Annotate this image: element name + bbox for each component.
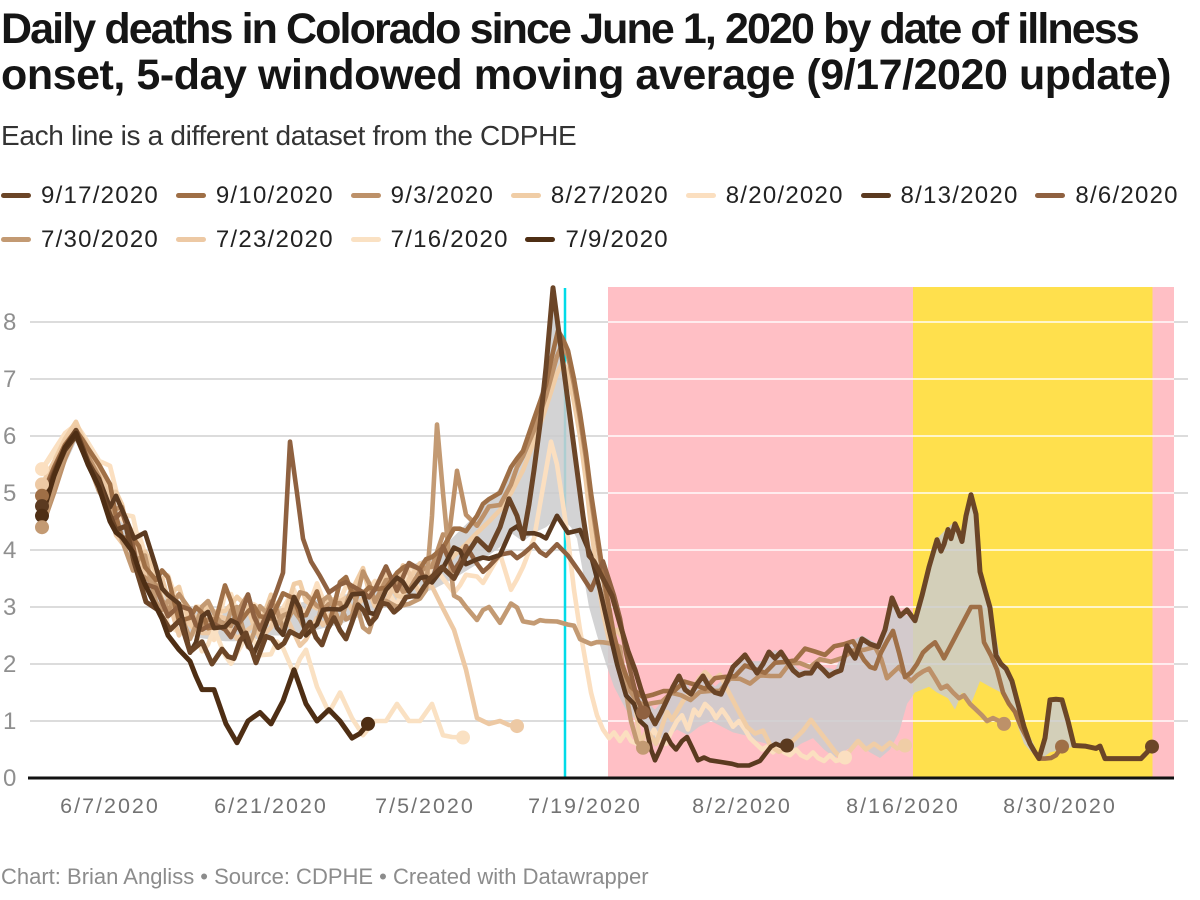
svg-text:8/16/2020: 8/16/2020 xyxy=(846,794,960,818)
svg-text:4: 4 xyxy=(3,537,16,564)
svg-text:1: 1 xyxy=(3,708,16,735)
svg-text:8: 8 xyxy=(3,309,16,336)
svg-text:6/21/2020: 6/21/2020 xyxy=(214,794,328,818)
svg-text:0: 0 xyxy=(3,765,16,792)
svg-text:5: 5 xyxy=(3,480,16,507)
svg-text:7: 7 xyxy=(3,366,16,393)
svg-text:8/2/2020: 8/2/2020 xyxy=(692,794,792,818)
svg-text:8/30/2020: 8/30/2020 xyxy=(1003,794,1117,818)
svg-text:6: 6 xyxy=(3,423,16,450)
svg-text:3: 3 xyxy=(3,594,16,621)
svg-text:2: 2 xyxy=(3,651,16,678)
svg-text:6/7/2020: 6/7/2020 xyxy=(60,794,160,818)
svg-text:7/5/2020: 7/5/2020 xyxy=(375,794,475,818)
svg-text:7/19/2020: 7/19/2020 xyxy=(528,794,642,818)
